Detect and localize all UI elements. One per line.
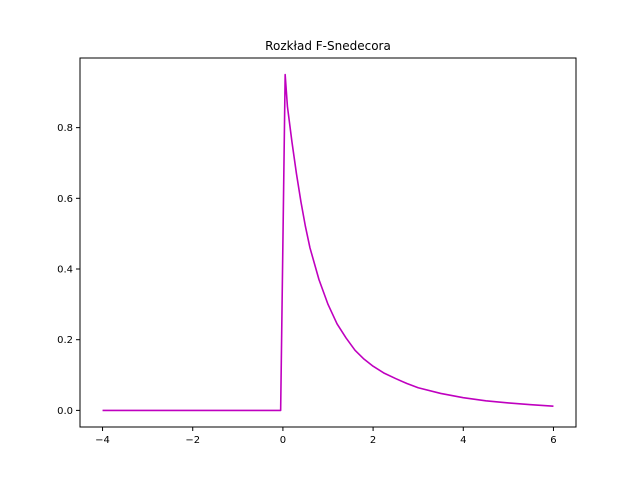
- y-tick-label: 0.8: [57, 123, 73, 134]
- x-tick-label: 4: [460, 435, 466, 446]
- y-tick-label: 0.6: [57, 194, 73, 205]
- x-tick-label: −4: [95, 435, 110, 446]
- y-axis: 0.0 0.2 0.4 0.6 0.8: [57, 123, 80, 417]
- chart-title: Rozkład F-Snedecora: [265, 39, 391, 53]
- y-tick-label: 0.2: [57, 335, 73, 346]
- series-line-0: [102, 73, 554, 412]
- x-tick-label: 2: [370, 435, 376, 446]
- x-tick-label: 6: [550, 435, 556, 446]
- y-tick-label: 0.4: [57, 265, 73, 276]
- series-layer: [102, 73, 554, 412]
- x-axis: −4 −2 0 2 4 6: [95, 427, 557, 446]
- x-tick-label: 0: [280, 435, 286, 446]
- axes-frame: [79, 57, 577, 428]
- x-tick-label: −2: [185, 435, 200, 446]
- y-tick-label: 0.0: [57, 406, 73, 417]
